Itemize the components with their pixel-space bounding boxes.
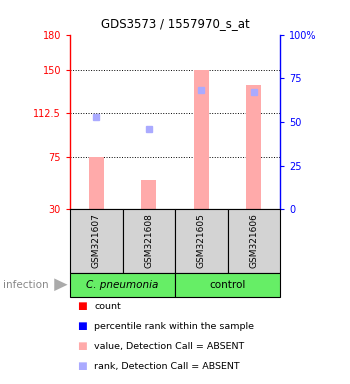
Text: value, Detection Call = ABSENT: value, Detection Call = ABSENT [94,342,245,351]
Text: ■: ■ [77,301,87,311]
Text: rank, Detection Call = ABSENT: rank, Detection Call = ABSENT [94,362,240,371]
Text: infection: infection [4,280,49,290]
Bar [70,273,175,297]
Text: control: control [209,280,246,290]
Bar [122,209,175,273]
Text: GSM321605: GSM321605 [197,214,206,268]
Polygon shape [54,278,68,291]
Text: GDS3573 / 1557970_s_at: GDS3573 / 1557970_s_at [101,17,249,30]
Bar [89,157,104,209]
Bar [246,84,261,209]
Text: GSM321607: GSM321607 [92,214,101,268]
Bar [175,273,280,297]
Text: ■: ■ [77,321,87,331]
Bar [70,209,122,273]
Text: GSM321606: GSM321606 [249,214,258,268]
Text: ■: ■ [77,361,87,371]
Text: count: count [94,302,121,311]
Text: percentile rank within the sample: percentile rank within the sample [94,322,254,331]
Bar [141,180,156,209]
Text: C. pneumonia: C. pneumonia [86,280,159,290]
Text: ■: ■ [77,341,87,351]
Bar [228,209,280,273]
Bar [194,70,209,209]
Bar [175,209,228,273]
Text: GSM321608: GSM321608 [144,214,153,268]
